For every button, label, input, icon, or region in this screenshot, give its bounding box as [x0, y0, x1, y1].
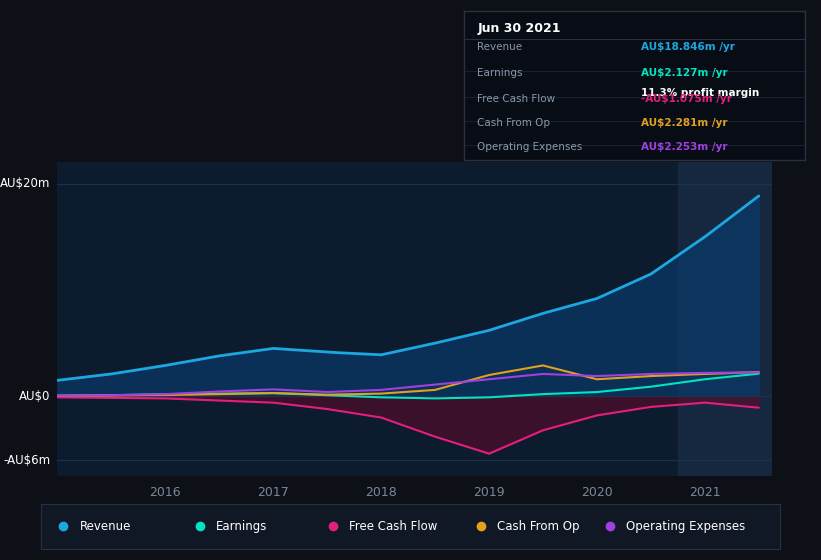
Text: -AU$6m: -AU$6m [3, 454, 50, 466]
Text: Free Cash Flow: Free Cash Flow [478, 94, 556, 104]
Text: Cash From Op: Cash From Op [497, 520, 580, 533]
Text: Operating Expenses: Operating Expenses [626, 520, 745, 533]
Text: Revenue: Revenue [478, 43, 523, 53]
Text: Cash From Op: Cash From Op [478, 118, 551, 128]
Text: AU$0: AU$0 [19, 390, 50, 403]
Text: Earnings: Earnings [216, 520, 268, 533]
Text: AU$2.127m /yr: AU$2.127m /yr [641, 68, 727, 78]
Text: Earnings: Earnings [478, 68, 523, 78]
Text: 11.3% profit margin: 11.3% profit margin [641, 88, 759, 99]
Text: Operating Expenses: Operating Expenses [478, 142, 583, 152]
Text: -AU$1.075m /yr: -AU$1.075m /yr [641, 94, 732, 104]
Text: AU$20m: AU$20m [0, 177, 50, 190]
Text: Jun 30 2021: Jun 30 2021 [478, 22, 561, 35]
Bar [678, 162, 772, 476]
Text: AU$2.281m /yr: AU$2.281m /yr [641, 118, 727, 128]
Text: Free Cash Flow: Free Cash Flow [349, 520, 438, 533]
Text: AU$2.253m /yr: AU$2.253m /yr [641, 142, 727, 152]
Text: Revenue: Revenue [80, 520, 131, 533]
Text: AU$18.846m /yr: AU$18.846m /yr [641, 43, 735, 53]
